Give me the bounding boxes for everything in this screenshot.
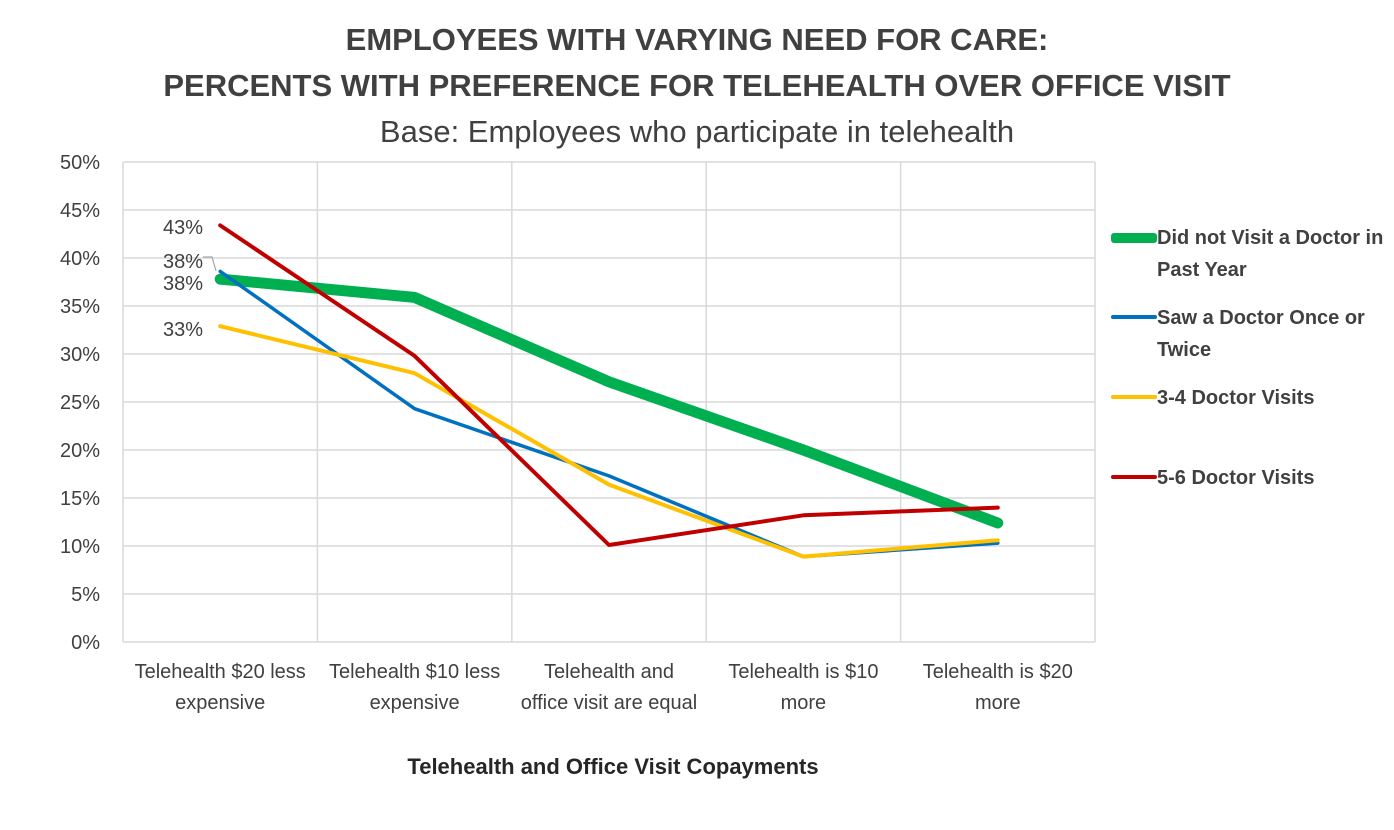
data-label-leader-line: [203, 256, 217, 272]
series-line: [214, 273, 1004, 529]
chart-title-line-2: PERCENTS WITH PREFERENCE FOR TELEHEALTH …: [163, 68, 1231, 103]
legend-swatch-blue: [1111, 315, 1157, 319]
y-tick-label: 10%: [60, 536, 100, 558]
legend-label: Did not Visit a Doctor in Past Year: [1157, 227, 1384, 281]
x-tick-label: Telehealth is $20 more: [923, 661, 1073, 714]
data-labels: 38%38% 33% 43%: [163, 217, 217, 341]
y-tick-label: 30%: [60, 344, 100, 366]
x-tick-label: Telehealth and office visit are equal: [521, 661, 697, 714]
y-tick-label: 35%: [60, 296, 100, 318]
x-axis-title: Telehealth and Office Visit Copayments: [407, 754, 819, 779]
y-tick-label: 50%: [60, 152, 100, 174]
y-tick-label: 15%: [60, 488, 100, 510]
series-line: [218, 223, 1000, 547]
legend-label: 3-4 Doctor Visits: [1157, 387, 1315, 409]
legend-swatch-yellow: [1111, 395, 1157, 399]
x-axis-ticks: Telehealth $20 less expensive Telehealth $…: [135, 661, 1073, 714]
grid-lines: [122, 161, 1096, 643]
y-tick-label: 5%: [71, 584, 100, 606]
legend-swatch-green: [1111, 233, 1157, 243]
series-lines: [214, 223, 1004, 559]
series-line: [218, 324, 1000, 559]
data-label: 38%: [163, 251, 203, 273]
y-tick-label: 0%: [71, 632, 100, 654]
x-tick-label: Telehealth $10 less expensive: [329, 661, 500, 714]
x-tick-label: Telehealth $20 less expensive: [135, 661, 306, 714]
chart-title-line-1: EMPLOYEES WITH VARYING NEED FOR CARE:: [345, 22, 1049, 57]
y-tick-label: 45%: [60, 200, 100, 222]
chart-subtitle: Base: Employees who participate in teleh…: [379, 114, 1015, 149]
x-tick-label: Telehealth is $10 more: [728, 661, 878, 714]
y-tick-label: 20%: [60, 440, 100, 462]
data-label: 43%: [163, 217, 203, 239]
data-label: 38%: [163, 273, 203, 295]
legend-swatch-red: [1111, 475, 1157, 479]
y-tick-label: 40%: [60, 248, 100, 270]
data-label: 33%: [163, 319, 203, 341]
y-tick-label: 25%: [60, 392, 100, 414]
legend-label: 5-6 Doctor Visits: [1157, 467, 1315, 489]
y-axis-ticks: 0% 5% 10% 15% 20% 25% 30% 35% 40% 45% 50%: [60, 152, 100, 654]
legend-label: Saw a Doctor Once or Twice: [1157, 307, 1365, 361]
